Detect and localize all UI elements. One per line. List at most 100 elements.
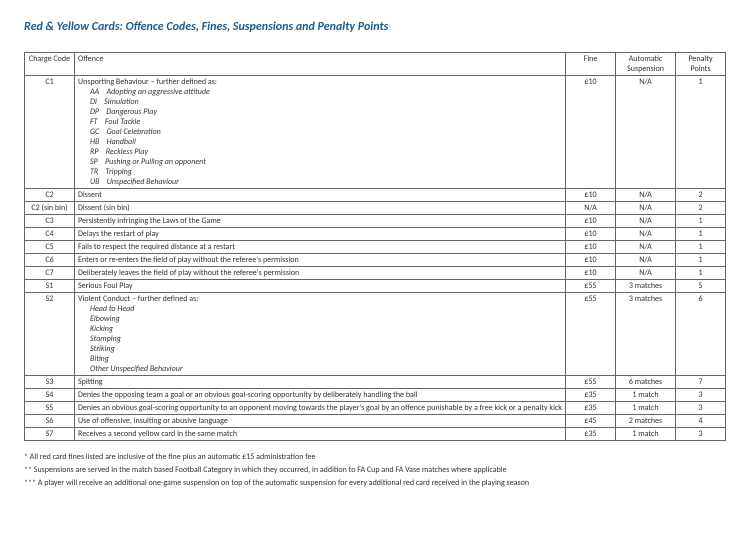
table-row: S5Denies an obvious goal-scoring opportu… xyxy=(25,402,726,415)
cell-points: 4 xyxy=(676,415,726,428)
offence-sublist: AA Adopting an aggressive attitude DI Si… xyxy=(90,87,562,187)
cell-fine: £55 xyxy=(566,280,616,293)
col-points: Penalty Points xyxy=(676,53,726,76)
cell-points: 1 xyxy=(676,267,726,280)
cell-points: 3 xyxy=(676,402,726,415)
cell-offence: Unsporting Behaviour – further defined a… xyxy=(75,76,566,189)
offence-sublist: Head to Head Elbowing Kicking Stamping S… xyxy=(90,304,562,374)
cell-suspension: 3 matches xyxy=(616,293,676,376)
cell-code: S6 xyxy=(25,415,75,428)
page-title: Red & Yellow Cards: Offence Codes, Fines… xyxy=(24,20,726,34)
cell-fine: £10 xyxy=(566,267,616,280)
cell-suspension: N/A xyxy=(616,254,676,267)
cell-offence: Dissent (sin bin) xyxy=(75,202,566,215)
col-suspension: Automatic Suspension xyxy=(616,53,676,76)
cell-fine: £10 xyxy=(566,215,616,228)
cell-points: 1 xyxy=(676,76,726,189)
cell-code: C7 xyxy=(25,267,75,280)
table-row: C7Deliberately leaves the field of play … xyxy=(25,267,726,280)
cell-offence: Denies an obvious goal-scoring opportuni… xyxy=(75,402,566,415)
cell-suspension: 1 match xyxy=(616,428,676,441)
table-row: S3Spitting£556 matches7 xyxy=(25,376,726,389)
table-row: C6Enters or re-enters the field of play … xyxy=(25,254,726,267)
footnote-1: * All red card fines listed are inclusiv… xyxy=(24,451,726,464)
cell-code: C5 xyxy=(25,241,75,254)
footnote-2: ** Suspensions are served in the match b… xyxy=(24,464,726,477)
table-row: C5Fails to respect the required distance… xyxy=(25,241,726,254)
cell-points: 7 xyxy=(676,376,726,389)
cell-suspension: N/A xyxy=(616,189,676,202)
cell-points: 2 xyxy=(676,189,726,202)
cell-fine: £35 xyxy=(566,402,616,415)
cell-offence: Persistently infringing the Laws of the … xyxy=(75,215,566,228)
table-row: C2Dissent£10N/A2 xyxy=(25,189,726,202)
cell-offence: Denies the opposing team a goal or an ob… xyxy=(75,389,566,402)
cell-code: S5 xyxy=(25,402,75,415)
table-row: C2 (sin bin)Dissent (sin bin)N/AN/A2 xyxy=(25,202,726,215)
offence-text: Unsporting Behaviour – further defined a… xyxy=(78,77,217,87)
cell-suspension: 2 matches xyxy=(616,415,676,428)
table-row: C4Delays the restart of play£10N/A1 xyxy=(25,228,726,241)
cell-fine: £10 xyxy=(566,254,616,267)
cell-offence: Serious Foul Play xyxy=(75,280,566,293)
cell-suspension: N/A xyxy=(616,228,676,241)
cell-suspension: 1 match xyxy=(616,389,676,402)
cell-offence: Receives a second yellow card in the sam… xyxy=(75,428,566,441)
cell-points: 1 xyxy=(676,228,726,241)
offence-text: Violent Conduct – further defined as: xyxy=(78,294,198,304)
table-row: S7Receives a second yellow card in the s… xyxy=(25,428,726,441)
cell-code: C2 xyxy=(25,189,75,202)
cell-points: 6 xyxy=(676,293,726,376)
cell-code: S7 xyxy=(25,428,75,441)
cell-fine: £10 xyxy=(566,228,616,241)
table-header-row: Charge Code Offence Fine Automatic Suspe… xyxy=(25,53,726,76)
cell-fine: £35 xyxy=(566,428,616,441)
cell-offence: Use of offensive, insulting or abusive l… xyxy=(75,415,566,428)
cell-suspension: 6 matches xyxy=(616,376,676,389)
cell-code: S4 xyxy=(25,389,75,402)
cell-fine: £35 xyxy=(566,389,616,402)
cell-suspension: N/A xyxy=(616,267,676,280)
cell-offence: Delays the restart of play xyxy=(75,228,566,241)
col-fine: Fine xyxy=(566,53,616,76)
cell-suspension: N/A xyxy=(616,202,676,215)
cell-offence: Dissent xyxy=(75,189,566,202)
table-row: S2 Violent Conduct – further defined as:… xyxy=(25,293,726,376)
cell-offence: Fails to respect the required distance a… xyxy=(75,241,566,254)
table-row: C3Persistently infringing the Laws of th… xyxy=(25,215,726,228)
cell-points: 1 xyxy=(676,254,726,267)
cell-suspension: 3 matches xyxy=(616,280,676,293)
cell-code: S2 xyxy=(25,293,75,376)
cell-fine: £45 xyxy=(566,415,616,428)
cell-offence: Enters or re-enters the field of play wi… xyxy=(75,254,566,267)
table-row: S6Use of offensive, insulting or abusive… xyxy=(25,415,726,428)
cell-code: C6 xyxy=(25,254,75,267)
cell-suspension: N/A xyxy=(616,76,676,189)
cell-points: 3 xyxy=(676,389,726,402)
cell-code: S3 xyxy=(25,376,75,389)
footnotes: * All red card fines listed are inclusiv… xyxy=(24,451,726,489)
cell-offence: Spitting xyxy=(75,376,566,389)
cell-suspension: 1 match xyxy=(616,402,676,415)
cell-fine: £10 xyxy=(566,241,616,254)
cell-points: 5 xyxy=(676,280,726,293)
cell-suspension: N/A xyxy=(616,215,676,228)
table-row: S1Serious Foul Play£553 matches5 xyxy=(25,280,726,293)
cell-offence: Deliberately leaves the field of play wi… xyxy=(75,267,566,280)
cell-code: S1 xyxy=(25,280,75,293)
cell-fine: N/A xyxy=(566,202,616,215)
cell-fine: £10 xyxy=(566,189,616,202)
cell-fine: £55 xyxy=(566,376,616,389)
cell-points: 3 xyxy=(676,428,726,441)
col-offence: Offence xyxy=(75,53,566,76)
cell-fine: £10 xyxy=(566,76,616,189)
cell-code: C1 xyxy=(25,76,75,189)
cell-code: C2 (sin bin) xyxy=(25,202,75,215)
cell-code: C4 xyxy=(25,228,75,241)
cell-points: 1 xyxy=(676,215,726,228)
cell-points: 2 xyxy=(676,202,726,215)
cell-offence: Violent Conduct – further defined as: He… xyxy=(75,293,566,376)
cell-points: 1 xyxy=(676,241,726,254)
cell-fine: £55 xyxy=(566,293,616,376)
footnote-3: *** A player will receive an additional … xyxy=(24,477,726,490)
